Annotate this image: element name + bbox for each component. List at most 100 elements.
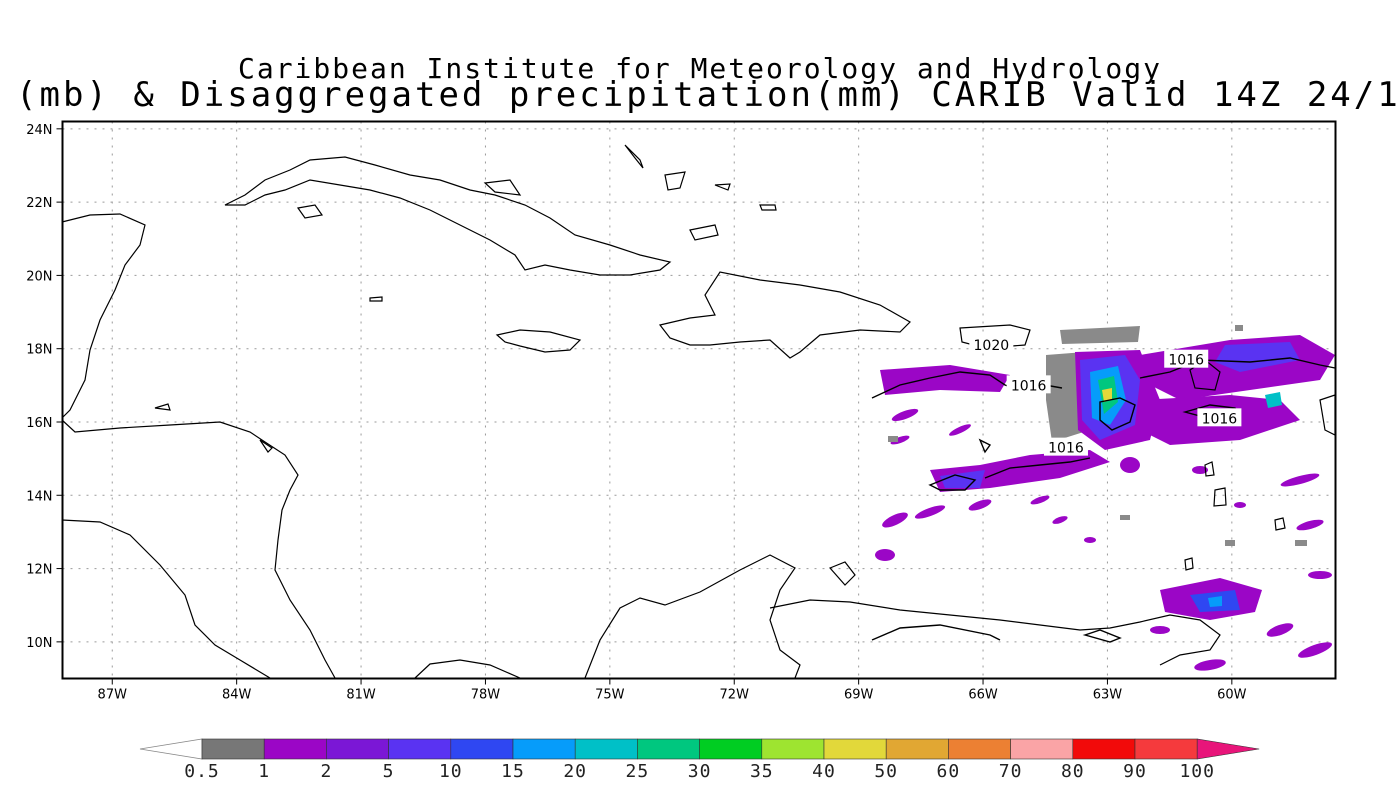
colorbar-label: 40 (812, 761, 836, 782)
lat-tick-label: 18N (26, 343, 52, 358)
precipitation-field (875, 325, 1335, 671)
colorbar-bin (263, 738, 327, 760)
colorbar-label: 20 (563, 761, 587, 782)
precip-area-purple (880, 365, 1010, 395)
lat-tick-label: 20N (26, 269, 52, 284)
isobar-contour (928, 474, 977, 491)
colorbar-bin (512, 738, 576, 760)
coastline-central-america (61, 213, 146, 419)
colorbar-bin (1010, 738, 1074, 760)
colorbar-bin (1134, 738, 1198, 760)
coastline-island (1213, 487, 1227, 507)
precip-core-blue (940, 470, 985, 488)
colorbar-label: 25 (626, 761, 650, 782)
isobar-label-bg (1164, 349, 1209, 368)
coastline-swan (369, 296, 383, 302)
lat-tick-label: 24N (26, 123, 52, 138)
coastline-jamaica (495, 329, 582, 353)
colorbar-label: 35 (750, 761, 774, 782)
colorbar-bin (637, 738, 700, 760)
colorbar-under-arrow (139, 738, 203, 760)
lon-tick-label: 60W (1217, 688, 1247, 703)
precip-core-yellow (1102, 388, 1112, 402)
precip-core-cyan (1208, 596, 1222, 607)
coastline-colombia (414, 659, 521, 679)
coastline-island (1204, 461, 1215, 477)
precip-scattered-gray (888, 325, 1307, 546)
coastline-hispaniola (658, 271, 911, 359)
isobar-labels: 1020 1016 1016 1016 1016 (969, 335, 1242, 457)
coastline-isla (154, 403, 171, 411)
colorbar-label: 100 (1179, 761, 1215, 782)
lon-tick-label: 84W (222, 688, 252, 703)
coastline-venezuela (584, 554, 801, 679)
isobar-contour (871, 624, 1001, 641)
isobar-contour (1082, 629, 1122, 643)
precip-core-cyan (1265, 392, 1282, 408)
coastlines (61, 144, 1336, 679)
colorbar-label: 5 (383, 761, 395, 782)
isobar-label: 1016 (1202, 411, 1238, 427)
lon-tick-label: 63W (1093, 688, 1123, 703)
colorbar-bin (885, 738, 949, 760)
colorbar-label: 80 (1061, 761, 1085, 782)
colorbar-bin (948, 738, 1011, 760)
isobar-contour (984, 457, 1091, 479)
map-title-line-2: (mb) & Disaggregated precipitation(mm) C… (16, 75, 1400, 115)
lon-tick-label: 66W (968, 688, 998, 703)
colorbar-label: 1 (258, 761, 270, 782)
coastline-bahamas (624, 144, 644, 169)
coastline-bahamas (714, 183, 731, 191)
colorbar-bin (388, 738, 452, 760)
coastline-island (1184, 557, 1194, 571)
colorbar-label: 10 (439, 761, 463, 782)
coastline-guajira (828, 561, 856, 586)
colorbar-bin (823, 738, 887, 760)
lon-tick-label: 87W (98, 688, 128, 703)
colorbar-bin (326, 738, 389, 760)
isobar-label: 1016 (1168, 353, 1204, 369)
lon-tick-label: 69W (844, 688, 874, 703)
isobar-label-bg (1043, 437, 1088, 456)
coastline-bahamas (483, 179, 522, 196)
lat-tick-label: 10N (26, 636, 52, 651)
map-axis-labels: 24N 22N 20N 18N 16N 14N 12N 10N 87W 84W 81W 78W 75W 7… (26, 123, 1246, 703)
lat-tick-label: 14N (26, 489, 52, 504)
lat-tick-label: 12N (26, 563, 52, 578)
lon-tick-label: 72W (720, 688, 750, 703)
colorbar-bin (574, 738, 638, 760)
isobar-label-bg (1006, 375, 1051, 394)
coastline-island (1274, 517, 1286, 531)
coastline-island (1319, 394, 1336, 436)
isobar-contour (978, 438, 992, 454)
colorbar-label: 90 (1123, 761, 1147, 782)
colorbar-label: 2 (320, 761, 332, 782)
colorbar-bin (1072, 738, 1136, 760)
coastline-bahamas (296, 204, 324, 219)
colorbar-bin (699, 738, 763, 760)
isobar-label-bg (969, 335, 1014, 354)
coastline-bahamas (664, 171, 686, 191)
precip-scattered-cells (875, 408, 1333, 671)
lon-tick-label: 78W (471, 688, 501, 703)
map-title-line-1: Caribbean Institute for Meteorology and … (237, 52, 1162, 85)
isobar-label: 1020 (974, 338, 1010, 354)
colorbar-label: 50 (874, 761, 898, 782)
isobar-contour (1099, 397, 1136, 431)
colorbar: 0.5 1 2 5 10 15 20 25 30 35 40 50 60 70 80 90 100 (139, 738, 1260, 782)
colorbar-label: 0.5 (184, 761, 220, 782)
coastline-puerto-rico (959, 324, 1031, 349)
isobar-label-bg (1197, 408, 1242, 427)
coastline-bahamas (759, 204, 777, 211)
isobar-label: 1016 (1011, 378, 1047, 394)
coastline-venezuela-east (769, 599, 1221, 666)
isobar-label: 1016 (1048, 441, 1084, 457)
colorbar-label: 15 (501, 761, 525, 782)
coastline-pacific (61, 519, 271, 679)
map-frame (61, 120, 1337, 680)
lat-tick-label: 22N (26, 196, 52, 211)
coastline-honduras (61, 419, 336, 679)
colorbar-label: 30 (688, 761, 712, 782)
coastline-isla (259, 439, 273, 453)
